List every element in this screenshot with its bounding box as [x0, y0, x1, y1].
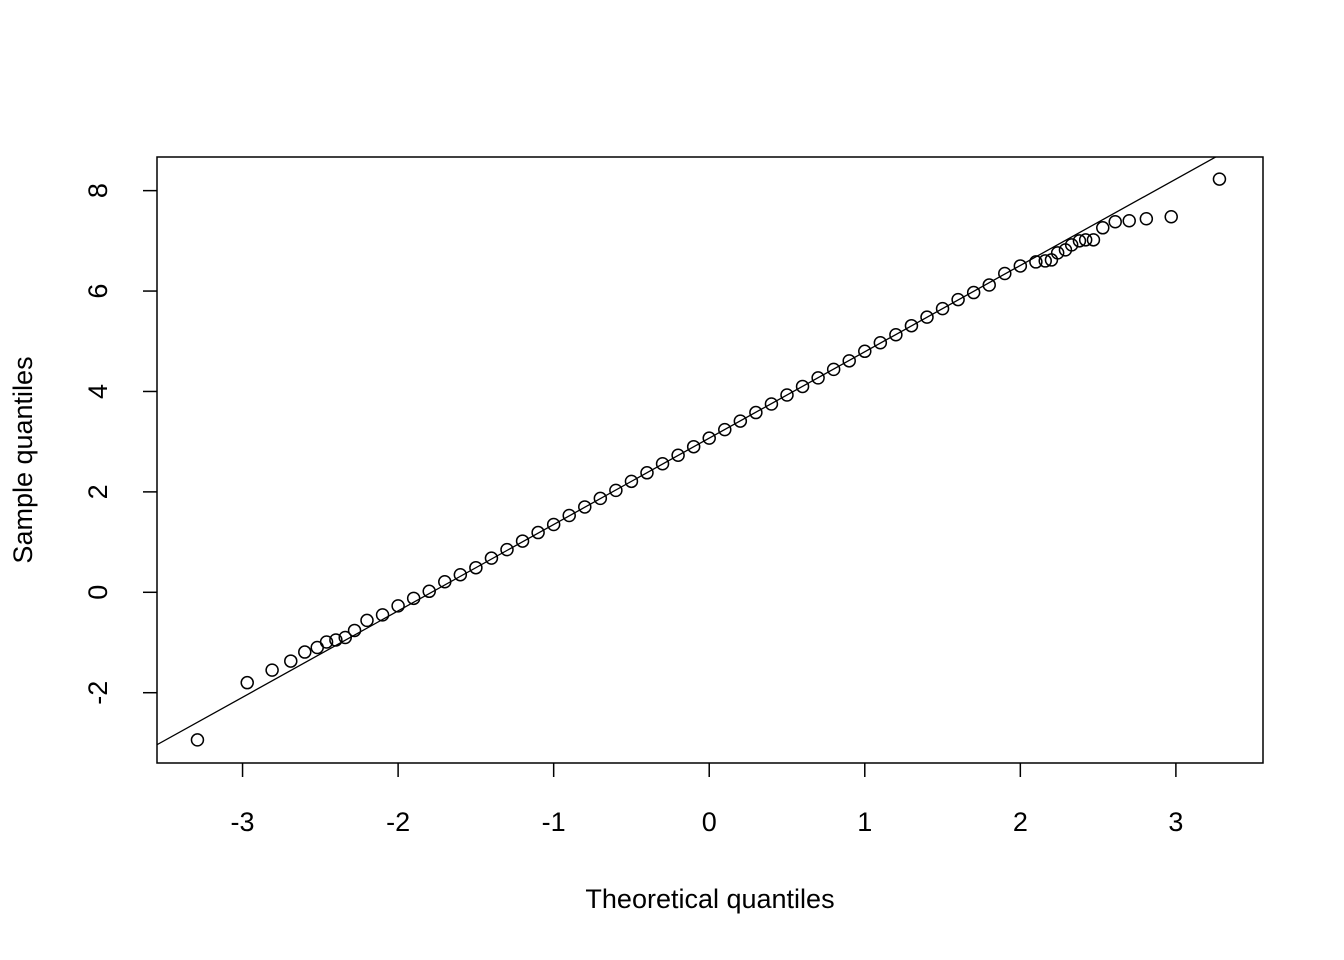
point: [873, 336, 888, 350]
point: [1122, 214, 1136, 228]
x-tick-label: -3: [231, 807, 255, 837]
point: [265, 663, 279, 677]
point: [718, 422, 732, 437]
point: [190, 733, 205, 747]
point: [811, 371, 825, 385]
point: [531, 525, 545, 540]
x-tick-label: 1: [857, 807, 872, 837]
point: [1108, 215, 1122, 229]
point: [1139, 212, 1154, 226]
y-tick-label: 0: [83, 585, 113, 600]
point: [702, 431, 716, 445]
point: [500, 542, 514, 557]
point: [1064, 238, 1079, 252]
x-tick-label: -2: [386, 807, 410, 837]
point: [338, 630, 352, 645]
point: [1029, 255, 1043, 269]
point: [406, 591, 421, 606]
point: [319, 635, 334, 649]
point: [671, 448, 685, 462]
point: [1164, 209, 1178, 224]
y-tick-label: -2: [83, 681, 113, 705]
plot-frame: [156, 156, 1264, 764]
point: [347, 623, 362, 638]
point: [562, 508, 576, 523]
x-tick-label: 2: [1013, 807, 1028, 837]
point: [1078, 233, 1093, 247]
point: [1050, 246, 1065, 260]
point: [935, 301, 950, 316]
point: [749, 405, 763, 420]
point: [240, 675, 254, 690]
point: [375, 608, 390, 622]
point: [484, 551, 499, 565]
point: [764, 397, 779, 411]
point: [1212, 172, 1227, 186]
point: [329, 633, 343, 647]
point: [422, 584, 436, 599]
point: [1096, 221, 1110, 235]
x-tick-label: 0: [702, 807, 717, 837]
point: [951, 292, 965, 307]
x-tick-label: 3: [1168, 807, 1183, 837]
point: [1072, 234, 1087, 248]
point: [889, 327, 903, 342]
point: [686, 439, 701, 454]
point: [640, 466, 654, 480]
point: [1038, 254, 1052, 268]
point: [858, 344, 872, 359]
plot-area: [157, 157, 1218, 746]
point: [469, 560, 483, 575]
point: [826, 362, 841, 377]
y-tick-label: 2: [83, 484, 113, 499]
point: [578, 500, 592, 514]
point: [733, 414, 748, 428]
point: [391, 599, 405, 613]
point: [624, 474, 639, 489]
point: [966, 285, 981, 300]
y-tick-label: 8: [83, 183, 113, 198]
x-axis-title: Theoretical quantiles: [585, 884, 834, 914]
point: [655, 457, 670, 471]
point: [360, 613, 374, 628]
x-tick-label: -1: [542, 807, 566, 837]
point: [453, 567, 468, 582]
point: [842, 354, 856, 368]
y-tick-label: 4: [83, 384, 113, 399]
point: [998, 266, 1012, 281]
point: [904, 318, 919, 333]
y-axis-title: Sample quantiles: [8, 356, 38, 563]
point: [795, 379, 810, 394]
point: [298, 645, 312, 659]
point: [609, 483, 623, 498]
point: [515, 534, 530, 548]
reference-line: [157, 157, 1218, 746]
point: [438, 575, 452, 589]
point: [284, 654, 298, 668]
point: [1013, 259, 1028, 273]
point: [546, 517, 561, 532]
point: [593, 491, 608, 506]
y-tick-label: 6: [83, 284, 113, 299]
point: [780, 388, 794, 402]
point: [982, 278, 996, 292]
point: [1086, 233, 1101, 247]
point: [920, 310, 934, 324]
